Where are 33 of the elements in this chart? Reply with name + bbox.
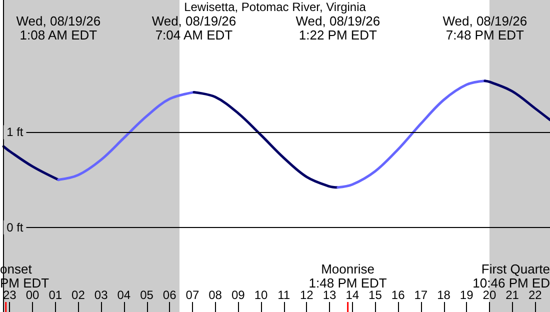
x-tick-label: 23 xyxy=(2,288,17,302)
x-tick-label: 11 xyxy=(278,288,290,302)
x-tick-label: 20 xyxy=(482,288,496,302)
annotation: First Quarte 10:46 PM ED xyxy=(472,262,550,290)
x-tick-label: 21 xyxy=(506,288,520,302)
x-tick-label: 01 xyxy=(48,288,62,302)
x-tick-label: 15 xyxy=(368,288,382,302)
x-tick-label: 05 xyxy=(140,288,154,302)
x-tick-label: 22 xyxy=(528,288,542,302)
x-tick-label: 17 xyxy=(414,288,428,302)
x-tick-label: 14 xyxy=(346,288,360,302)
annotation: Wed, 08/19/26 1:22 PM EDT xyxy=(296,14,380,42)
x-tick-label: 16 xyxy=(391,288,406,302)
x-tick-label: 09 xyxy=(231,288,246,302)
y-tick-label: 0 ft xyxy=(6,220,24,234)
x-tick-label: 08 xyxy=(208,288,222,302)
x-tick-label: 10 xyxy=(254,288,268,302)
x-tick-label: 06 xyxy=(162,288,177,302)
annotation: Wed, 08/19/26 1:08 AM EDT xyxy=(16,14,101,42)
chart-title: Lewisetta, Potomac River, Virginia xyxy=(184,0,366,14)
x-tick-label: 13 xyxy=(322,288,337,302)
x-tick-label: 03 xyxy=(94,288,108,302)
x-tick-label: 04 xyxy=(117,288,131,302)
ref-line-label: Moonrise 1:48 PM EDT xyxy=(308,262,387,290)
x-tick-label: 02 xyxy=(72,288,86,302)
annotation: Wed, 08/19/26 7:04 AM EDT xyxy=(152,14,236,42)
x-tick-label: 19 xyxy=(460,288,474,302)
annotation: Wed, 08/19/26 7:48 PM EDT xyxy=(442,14,528,42)
y-tick-label: 1 ft xyxy=(6,125,24,140)
x-tick-label: 07 xyxy=(186,288,200,302)
x-tick-label: 00 xyxy=(26,288,40,302)
x-tick-label: 18 xyxy=(437,288,451,302)
x-tick-label: 12 xyxy=(300,288,314,302)
